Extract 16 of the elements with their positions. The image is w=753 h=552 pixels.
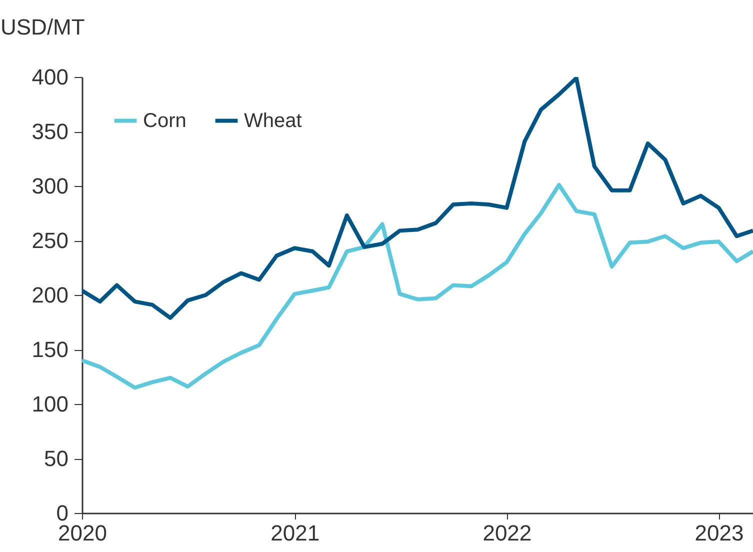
y-tick-label: 250: [32, 228, 68, 253]
x-tick-label: 2021: [270, 520, 320, 546]
y-tick-label: 150: [32, 337, 68, 362]
line-series: [82, 77, 753, 320]
legend-label: Wheat: [244, 110, 302, 132]
x-tick-label: 2022: [482, 520, 532, 546]
y-tick-label: 350: [32, 119, 68, 144]
y-axis-title: USD/MT: [0, 14, 85, 40]
x-tick-label: 2023: [694, 520, 744, 546]
y-tick-label: 300: [32, 174, 68, 198]
y-tick-label: 100: [32, 392, 68, 416]
y-tick-label: 400: [32, 64, 68, 90]
y-tick-label: 200: [32, 282, 68, 308]
y-tick-label: 50: [44, 446, 68, 471]
legend-label: Corn: [143, 110, 186, 132]
line-series: [82, 182, 753, 390]
